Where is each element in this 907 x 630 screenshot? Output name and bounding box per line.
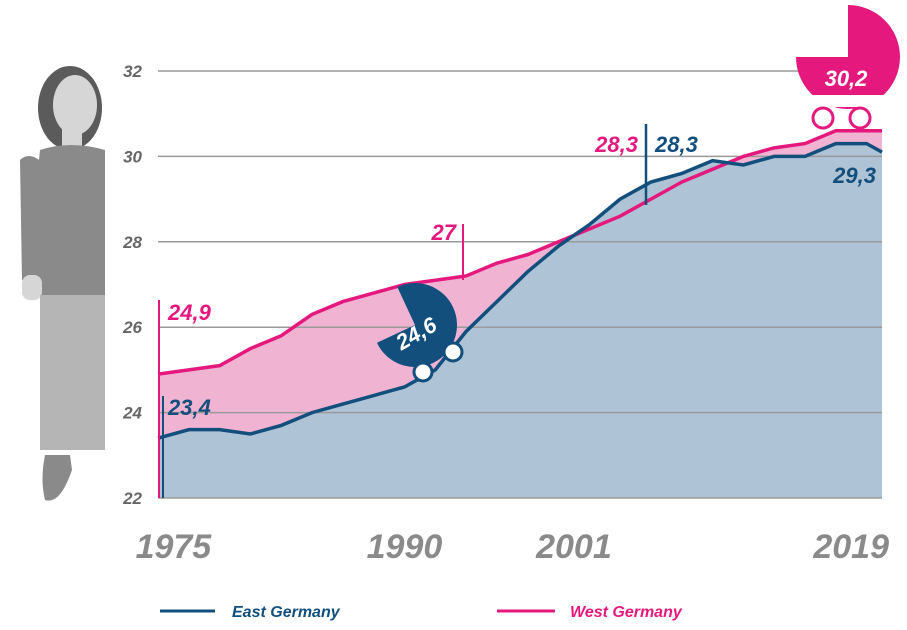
y-tick-label: 24 xyxy=(122,404,142,423)
y-tick-label: 22 xyxy=(122,489,142,508)
pram-base xyxy=(800,95,896,107)
y-tick-label: 28 xyxy=(122,233,142,252)
x-tick-label: 2001 xyxy=(535,528,612,566)
pram-wheel xyxy=(811,106,835,130)
pram-wheel xyxy=(442,341,464,363)
x-tick-label: 1975 xyxy=(136,528,213,566)
annotation: 23,4 xyxy=(167,395,211,420)
x-tick-label: 1990 xyxy=(367,528,443,566)
y-tick-label: 26 xyxy=(122,318,142,337)
pram xyxy=(796,5,900,109)
annotation: 28,3 xyxy=(594,132,638,157)
pram xyxy=(376,283,457,367)
line xyxy=(157,141,883,440)
legend-label: East Germany xyxy=(232,604,341,621)
y-tick-label: 30 xyxy=(123,147,142,166)
annotation: 28,3 xyxy=(654,132,698,157)
pram-wheel xyxy=(848,106,872,130)
annotation: 24,9 xyxy=(167,300,212,325)
woman-illustration xyxy=(20,66,105,501)
annotation: 29,3 xyxy=(832,163,876,188)
area xyxy=(158,143,882,498)
y-tick-label: 32 xyxy=(123,62,142,81)
annotation: 27 xyxy=(431,220,458,245)
legend: East Germany West Germany xyxy=(160,604,683,621)
pram-wheel xyxy=(412,361,434,383)
line xyxy=(157,129,882,376)
x-tick-label: 2019 xyxy=(812,528,889,566)
annotation: 30,2 xyxy=(825,66,869,91)
legend-label: West Germany xyxy=(570,604,683,621)
